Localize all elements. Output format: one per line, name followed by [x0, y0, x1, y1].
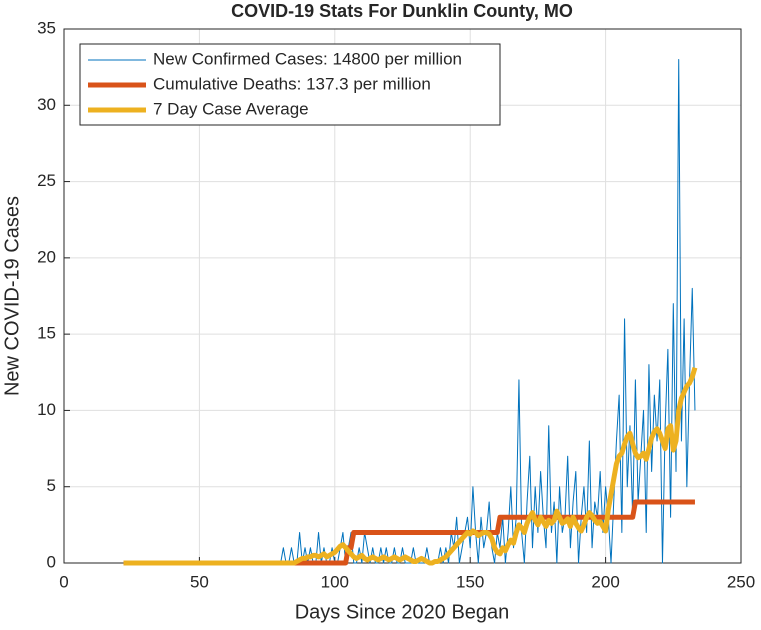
x-tick-label: 100	[321, 572, 349, 591]
legend-label: Cumulative Deaths: 137.3 per million	[153, 74, 431, 93]
y-tick-label: 20	[37, 247, 56, 266]
y-tick-label: 5	[47, 476, 56, 495]
legend-box	[79, 43, 501, 126]
x-tick-label: 250	[727, 572, 755, 591]
y-tick-label: 15	[37, 324, 56, 343]
x-tick-label: 150	[456, 572, 484, 591]
x-tick-label: 200	[591, 572, 619, 591]
x-tick-label: 50	[190, 572, 209, 591]
legend-label: New Confirmed Cases: 14800 per million	[153, 49, 462, 68]
y-tick-label: 35	[37, 18, 56, 37]
x-tick-label: 0	[59, 572, 68, 591]
y-tick-label: 0	[47, 552, 56, 571]
y-tick-label: 30	[37, 95, 56, 114]
legend-label: 7 Day Case Average	[153, 99, 309, 118]
series-line	[123, 367, 698, 566]
y-tick-label: 25	[37, 171, 56, 190]
x-axis-label: Days Since 2020 Began	[295, 601, 510, 623]
y-axis-label: New COVID-19 Cases	[1, 196, 23, 396]
chart-title: COVID-19 Stats For Dunklin County, MO	[231, 1, 573, 21]
plot-frame	[63, 28, 742, 564]
y-tick-label: 10	[37, 400, 56, 419]
